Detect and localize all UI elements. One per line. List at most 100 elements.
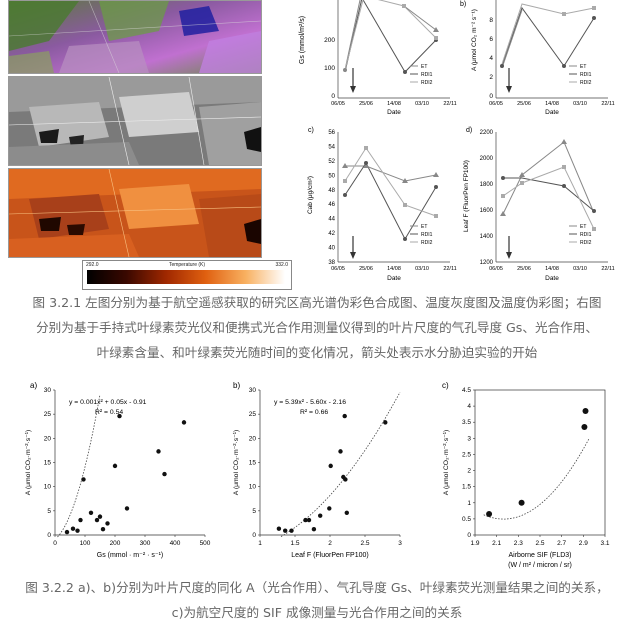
cab-ytick: 46 (328, 202, 335, 208)
y-tick-label: 0 (47, 532, 51, 539)
caption-322-line: 图 3.2.2 a)、b)分别为叶片尺度的同化 A（光合作用）、气孔导度 Gs、… (25, 580, 609, 595)
temperature-grayscale-image (8, 76, 262, 166)
cab-ytick: 50 (328, 173, 335, 179)
a-ytick: 8 (489, 17, 493, 24)
data-point (311, 527, 317, 532)
legend-rdi1: RDI1 (580, 232, 592, 238)
y-tick-label: 3 (467, 435, 471, 442)
data-point (88, 510, 94, 515)
data-point (283, 528, 288, 533)
leaf-f-ytick: 1800 (480, 182, 494, 188)
caption-321-line: 图 3.2.1 左图分别为基于航空遥感获取的研究区高光谱伪彩色合成图、温度灰度图… (32, 295, 602, 310)
date-tick: 06/05 (331, 266, 345, 272)
x-axis-label: Leaf F (FluorPen FP100) (291, 552, 368, 559)
scatter-letter: a) (30, 381, 37, 390)
legend-rdi2: RDI2 (421, 80, 433, 86)
gs-ytick: 100 (324, 65, 335, 72)
x-tick-label: 2.3 (514, 540, 523, 547)
y-tick-label: 30 (249, 387, 257, 394)
fit-r2: R² = 0.54 (95, 409, 123, 416)
data-point (78, 517, 83, 523)
date-tick: 14/08 (545, 101, 559, 107)
date-tick: 14/08 (545, 266, 559, 272)
y-tick-label: 0.5 (462, 516, 471, 523)
caption-321-line: 叶绿素含量、和叶绿素荧光随时间的变化情况，箭头处表示水分胁迫实验的开始 (96, 345, 538, 360)
date-tick: 06/05 (489, 266, 503, 272)
colorbar-min: 292.0 (86, 262, 99, 268)
y-tick-label: 2.5 (462, 451, 471, 458)
date-tick: 22/11 (601, 266, 614, 272)
legend-d: ET RDI1 RDI2 (569, 224, 592, 246)
plot-leaf-f: d) Leaf F (FluorPen FP100) 1200 1400 1600 1… (463, 127, 615, 282)
data-point (105, 521, 110, 526)
plot-leaf-f-xlabel: Date (545, 275, 559, 282)
figure-caption-321: 图 3.2.1 左图分别为基于航空遥感获取的研究区高光谱伪彩色合成图、温度灰度图… (0, 290, 634, 365)
y-tick-label: 4 (467, 403, 471, 410)
cab-ytick: 42 (328, 231, 335, 237)
a-ytick: 6 (489, 36, 493, 43)
plot-cab-xlabel: Date (387, 275, 401, 282)
temperature-colorbar: 292.0 Temperature (K) 332.0 (82, 260, 292, 290)
date-tick: 22/11 (601, 101, 614, 107)
x-tick-label: 2.9 (579, 540, 588, 547)
fit-equation: y = 0.001x² + 0.05x - 0.91 (69, 399, 147, 406)
legend-a: ET RDI1 RDI2 (410, 64, 433, 86)
legend-et: ET (421, 64, 427, 70)
data-point (181, 420, 187, 425)
y-tick-label: 20 (249, 435, 257, 442)
plot-cab-letter: c) (308, 127, 314, 134)
caption-322-line: c)为航空尺度的 SIF 成像测量与光合作用之间的关系 (171, 605, 463, 620)
y-tick-label: 4.5 (462, 387, 471, 394)
date-tick: 03/10 (415, 266, 429, 272)
x-axis-units: (W / m² / micron / sr) (508, 562, 572, 569)
date-tick: 06/05 (489, 101, 503, 107)
plot-a: b) A (μmol CO₂ m⁻² s⁻¹) 0 2 4 6 8 ET RDI… (460, 0, 615, 116)
leaf-f-ytick: 1200 (480, 260, 494, 266)
y-tick-label: 10 (44, 484, 52, 491)
leaf-f-ytick: 2000 (480, 156, 494, 162)
x-tick-label: 100 (80, 540, 91, 547)
date-tick: 25/06 (359, 101, 373, 107)
legend-b: ET RDI1 RDI2 (569, 64, 592, 86)
gs-ytick: 200 (324, 37, 335, 44)
data-point (75, 528, 80, 533)
plot-gs: Gs (mmol/m²/s) 0 100 200 ET RDI1 RDI2 06… (299, 0, 457, 116)
date-tick: 03/10 (573, 101, 587, 107)
plot-cab-ylabel: Cab (μg/cm²) (307, 176, 314, 214)
x-tick-label: 1 (258, 540, 262, 547)
data-point (81, 477, 86, 482)
data-point (338, 449, 343, 454)
legend-rdi2: RDI2 (421, 240, 433, 246)
date-tick: 03/10 (415, 101, 429, 107)
gs-ytick: 0 (331, 93, 335, 100)
y-tick-label: 1 (467, 500, 471, 507)
legend-c: ET RDI1 RDI2 (410, 224, 433, 246)
y-tick-label: 5 (252, 508, 256, 515)
trend-line (280, 392, 401, 537)
legend-rdi2: RDI2 (580, 80, 592, 86)
x-tick-label: 3.1 (600, 540, 609, 547)
trend-line (57, 394, 101, 538)
data-point (97, 514, 103, 519)
y-axis-label: A (μmol CO₂·m⁻²·s⁻¹) (25, 430, 32, 495)
a-ytick: 2 (489, 74, 493, 81)
x-tick-label: 300 (140, 540, 151, 547)
legend-rdi1: RDI1 (421, 72, 433, 78)
plot-cab: c) Cab (μg/cm²) 38 40 42 44 46 48 50 52 54 56 ET … (307, 127, 457, 282)
scatter-panel-0: a) 0 100 200 300 400 500 0 5 10 15 20 25 30 y = 0.001x… (25, 381, 211, 559)
x-tick-label: 2.5 (535, 540, 544, 547)
data-point (70, 526, 76, 531)
data-point (306, 517, 312, 523)
data-point (94, 517, 100, 523)
leaf-f-ytick: 2200 (480, 130, 494, 136)
plot-a-xlabel: Date (545, 109, 559, 116)
x-tick-label: 400 (170, 540, 181, 547)
x-tick-label: 2 (328, 540, 332, 547)
y-tick-label: 20 (44, 435, 52, 442)
plot-leaf-f-letter: d) (466, 127, 472, 134)
data-point (581, 424, 588, 431)
y-tick-label: 0 (252, 532, 256, 539)
legend-et: ET (580, 224, 586, 230)
false-color-image (8, 0, 262, 74)
